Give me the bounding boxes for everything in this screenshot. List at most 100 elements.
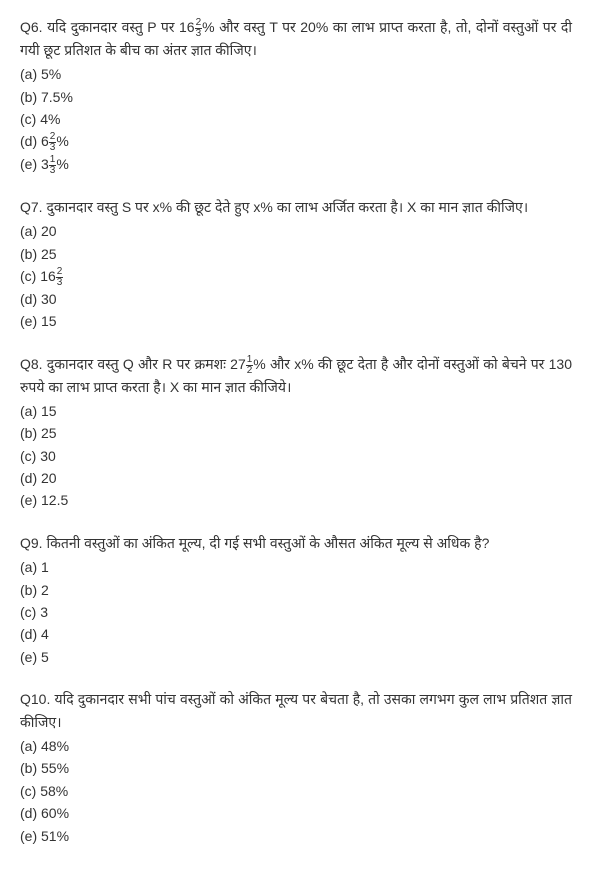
option-label: (d) [20,291,41,307]
option-label: (d) [20,133,41,149]
question-text-part: दुकानदार वस्तु Q और R पर क्रमशः 27 [47,356,246,372]
question-q10: Q10. यदि दुकानदार सभी पांच वस्तुओं को अं… [20,688,572,847]
option-text: 5% [41,66,61,82]
option-label: (b) [20,425,41,441]
option-text: 55% [41,760,69,776]
question-label: Q6. [20,19,47,35]
option-text: 1 [41,559,49,575]
question-label: Q8. [20,356,47,372]
question-q8: Q8. दुकानदार वस्तु Q और R पर क्रमशः 2712… [20,353,572,512]
question-text: Q8. दुकानदार वस्तु Q और R पर क्रमशः 2712… [20,353,572,398]
option-text: 25 [41,425,57,441]
option-label: (d) [20,805,41,821]
question-label: Q9. [20,535,46,551]
option-label: (b) [20,89,41,105]
option-text: 15 [41,403,57,419]
option-label: (a) [20,66,41,82]
option-label: (a) [20,738,41,754]
option: (b) 2 [20,579,572,601]
question-q7: Q7. दुकानदार वस्तु S पर x% की छूट देते ह… [20,196,572,333]
option-prefix: 3 [41,156,49,172]
fraction: 23 [56,267,64,288]
question-text-part: यदि दुकानदार वस्तु P पर 16 [47,19,195,35]
option: (b) 25 [20,422,572,444]
option-label: (e) [20,156,41,172]
question-q6: Q6. यदि दुकानदार वस्तु P पर 1623% और वस्… [20,16,572,176]
option: (b) 55% [20,757,572,779]
option-label: (b) [20,582,41,598]
option: (d) 623% [20,130,572,153]
options-list: (a) 48%(b) 55%(c) 58%(d) 60%(e) 51% [20,735,572,847]
option-text: 60% [41,805,69,821]
option-text: 30 [41,291,57,307]
question-label: Q10. [20,691,54,707]
option: (e) 313% [20,153,572,176]
option: (a) 1 [20,556,572,578]
option-suffix: % [56,133,68,149]
option: (c) 1623 [20,265,572,288]
option: (d) 4 [20,623,572,645]
option: (a) 20 [20,220,572,242]
option-label: (c) [20,604,40,620]
option: (a) 15 [20,400,572,422]
option: (a) 5% [20,63,572,85]
question-text: Q9. कितनी वस्तुओं का अंकित मूल्य, दी गई … [20,532,572,554]
option-text: 48% [41,738,69,754]
option-text: 4 [41,626,49,642]
option: (d) 30 [20,288,572,310]
option-text: 20 [41,223,57,239]
options-list: (a) 20(b) 25(c) 1623(d) 30(e) 15 [20,220,572,332]
option-label: (d) [20,470,41,486]
question-text: Q10. यदि दुकानदार सभी पांच वस्तुओं को अं… [20,688,572,733]
option: (c) 30 [20,445,572,467]
option-text: 15 [41,313,57,329]
option-label: (a) [20,223,41,239]
option-text: 7.5% [41,89,73,105]
option-text: 4% [40,111,60,127]
option-label: (e) [20,828,41,844]
option-text: 30 [40,448,56,464]
options-list: (a) 15(b) 25(c) 30(d) 20(e) 12.5 [20,400,572,512]
option: (b) 7.5% [20,86,572,108]
option-label: (c) [20,111,40,127]
question-q9: Q9. कितनी वस्तुओं का अंकित मूल्य, दी गई … [20,532,572,668]
option: (d) 60% [20,802,572,824]
options-list: (a) 5%(b) 7.5%(c) 4%(d) 623%(e) 313% [20,63,572,176]
question-text-part: कितनी वस्तुओं का अंकित मूल्य, दी गई सभी … [46,535,489,551]
option: (c) 3 [20,601,572,623]
option: (c) 4% [20,108,572,130]
option-label: (a) [20,403,41,419]
option: (c) 58% [20,780,572,802]
option-text: 2 [41,582,49,598]
option-suffix: % [56,156,68,172]
question-text: Q7. दुकानदार वस्तु S पर x% की छूट देते ह… [20,196,572,218]
option: (a) 48% [20,735,572,757]
option-text: 51% [41,828,69,844]
options-list: (a) 1(b) 2(c) 3(d) 4(e) 5 [20,556,572,668]
option-label: (d) [20,626,41,642]
option-prefix: 16 [40,268,56,284]
option-prefix: 6 [41,133,49,149]
option: (e) 12.5 [20,489,572,511]
question-text-part: यदि दुकानदार सभी पांच वस्तुओं को अंकित म… [20,691,572,729]
option-label: (e) [20,313,41,329]
option-label: (e) [20,649,41,665]
question-text-part: दुकानदार वस्तु S पर x% की छूट देते हुए x… [46,199,528,215]
option-label: (c) [20,783,40,799]
option-label: (b) [20,760,41,776]
question-label: Q7. [20,199,46,215]
option-text: 5 [41,649,49,665]
option-text: 20 [41,470,57,486]
option-text: 25 [41,246,57,262]
option: (e) 51% [20,825,572,847]
option-label: (b) [20,246,41,262]
question-text: Q6. यदि दुकानदार वस्तु P पर 1623% और वस्… [20,16,572,61]
option-text: 58% [40,783,68,799]
option: (b) 25 [20,243,572,265]
option-label: (c) [20,448,40,464]
option: (e) 15 [20,310,572,332]
option-label: (a) [20,559,41,575]
option: (d) 20 [20,467,572,489]
option-label: (c) [20,268,40,284]
option-text: 3 [40,604,48,620]
